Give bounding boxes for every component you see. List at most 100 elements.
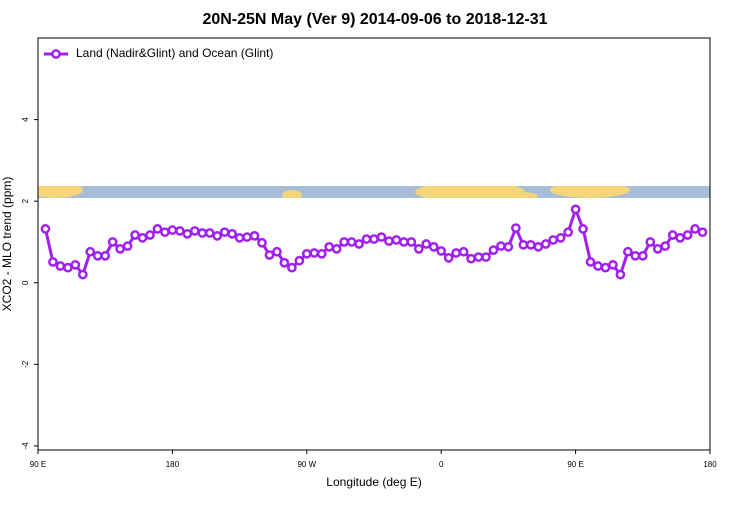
data-point [682,230,693,240]
data-point [182,228,193,239]
data-point [675,233,685,243]
data-point [578,224,588,234]
data-point [413,244,424,254]
x-tick-label: 90 E [567,460,583,469]
chart-title: 20N-25N May (Ver 9) 2014-09-06 to 2018-1… [202,11,547,28]
data-point [637,250,648,261]
data-point [249,230,260,241]
y-tick-label: -2 [21,360,30,368]
data-point [503,242,514,252]
data-point [645,237,656,247]
data-point [518,239,529,250]
data-point [473,252,484,262]
legend-label: Land (Nadir&Glint) and Ocean (Glint) [76,46,273,60]
data-point [623,246,633,257]
data-point [466,253,476,264]
data-point [540,239,551,249]
x-axis-label: Longitude (deg E) [326,475,421,489]
data-point [70,259,81,270]
plot-frame [37,37,711,451]
data-point [63,262,73,273]
y-tick-label: 4 [21,117,30,122]
data-point [406,237,417,247]
data-point [48,257,58,267]
x-tick-label: 180 [703,460,717,469]
data-point [152,224,163,234]
y-tick-label: 0 [21,280,30,285]
data-point [660,241,671,251]
data-point [339,237,349,247]
data-point [361,234,372,244]
data-point [667,230,678,240]
data-point [92,250,103,261]
data-point [384,236,394,246]
data-point [287,262,297,273]
data-point [421,239,432,249]
data-point [436,246,447,256]
data-point [257,237,267,248]
data-point [630,250,641,261]
data-point [428,242,439,252]
legend-marker [51,49,61,59]
data-point [496,241,506,251]
data-point [533,242,544,252]
data-point [593,261,603,271]
data-point [511,223,521,233]
data-point [77,269,88,280]
data-point [204,228,215,238]
data-point [354,239,364,249]
data-point [608,259,618,270]
data-point [85,246,96,257]
data-point [167,225,178,235]
data-point [488,245,499,255]
data-point [234,233,245,243]
data-point [458,246,469,257]
data-point [189,226,200,236]
data-point [40,224,51,234]
data-point [115,244,125,254]
data-point [690,224,700,234]
data-point [264,250,275,260]
data-point [272,246,282,257]
data-point [391,235,402,245]
data-point [331,244,342,254]
data-point [145,230,155,240]
data-point [130,230,140,240]
data-point [525,239,536,250]
data-point [279,257,290,268]
data-point [301,248,312,259]
data-point [137,233,148,243]
data-point [481,252,491,262]
legend: Land (Nadir&Glint) and Ocean (Glint) [44,46,273,60]
data-point [369,234,379,244]
data-point [570,204,581,215]
y-tick-label: -4 [21,442,30,450]
data-point [100,250,111,261]
data-point [122,241,133,251]
y-tick-label: 2 [21,198,30,203]
y-axis-label: XCO2 - MLO trend (ppm) [0,177,14,312]
data-point [219,227,230,238]
data-point [563,227,573,238]
data-point [600,262,611,273]
data-point [443,253,454,263]
data-point [399,237,409,247]
data-point [451,248,461,258]
data-point [175,226,185,236]
data-point [324,242,335,252]
data-point [585,257,596,267]
x-tick-label: 0 [439,460,444,469]
map-strip [38,186,710,198]
data-point [242,232,252,242]
data-point [316,248,327,259]
data-point [652,244,663,254]
data-point [346,237,357,247]
data-point [697,227,708,238]
data-point [555,233,566,243]
data-point [197,228,208,238]
data-point [294,255,305,266]
data-point [107,237,118,247]
x-tick-label: 90 W [297,460,316,469]
data-point [160,227,170,238]
